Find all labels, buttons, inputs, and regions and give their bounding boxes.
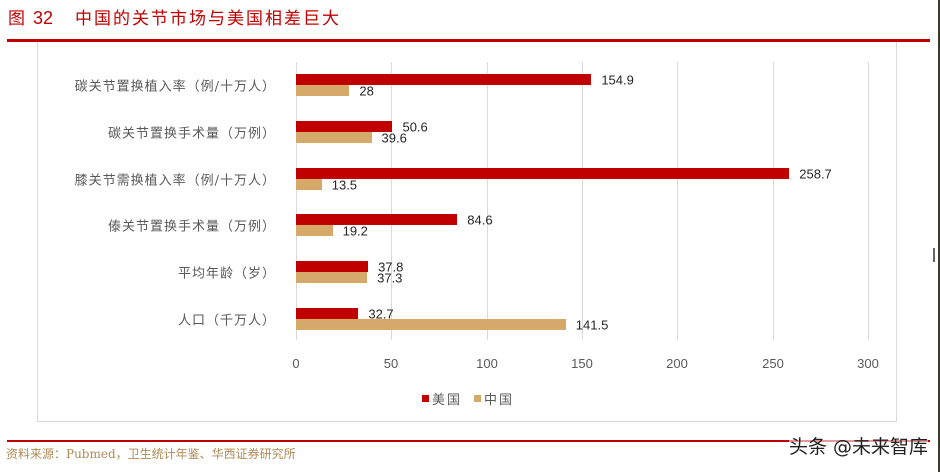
bar-china bbox=[296, 179, 322, 190]
footer-divider bbox=[7, 440, 930, 442]
value-label-china: 13.5 bbox=[331, 177, 358, 192]
value-label-china: 141.5 bbox=[575, 317, 609, 332]
value-label-china: 37.3 bbox=[377, 270, 403, 285]
x-tick: 200 bbox=[666, 356, 688, 371]
value-label-us: 84.6 bbox=[467, 212, 493, 227]
x-tick: 100 bbox=[476, 356, 498, 371]
category-label: 平均年龄（岁） bbox=[177, 266, 276, 282]
bar-us bbox=[296, 261, 369, 272]
title-divider bbox=[7, 39, 930, 42]
bar-china bbox=[296, 85, 350, 96]
gridline-100 bbox=[487, 62, 488, 340]
bar-us bbox=[296, 168, 790, 179]
chart-frame bbox=[37, 42, 897, 422]
gridline-150 bbox=[582, 62, 583, 340]
value-label-china: 19.2 bbox=[342, 223, 368, 238]
bar-china bbox=[296, 272, 368, 283]
gridline-50 bbox=[391, 62, 392, 340]
category-label: 碳关节置换植入率（例/十万人） bbox=[74, 79, 276, 95]
legend-swatch-us-icon bbox=[422, 395, 429, 402]
scrollbar-handle[interactable] bbox=[933, 248, 935, 262]
bar-china bbox=[296, 319, 566, 330]
legend-label-china: 中国 bbox=[484, 393, 515, 408]
category-label: 碳关节置换手术量（万例） bbox=[107, 126, 276, 142]
bar-china bbox=[296, 132, 372, 143]
bar-us bbox=[296, 308, 359, 319]
figure-number: 32 bbox=[33, 8, 54, 28]
figure-title: 中国的关节市场与美国相差巨大 bbox=[75, 9, 342, 29]
bar-us bbox=[296, 121, 393, 132]
value-label-us: 50.6 bbox=[402, 119, 428, 134]
gridline-0 bbox=[296, 62, 297, 340]
gridline-250 bbox=[773, 62, 774, 340]
figure-label: 图 bbox=[8, 9, 27, 29]
legend-label-us: 美国 bbox=[432, 393, 463, 408]
value-label-us: 37.8 bbox=[378, 259, 404, 274]
value-label-us: 32.7 bbox=[368, 306, 394, 321]
x-tick: 150 bbox=[571, 356, 593, 371]
bar-us bbox=[296, 214, 458, 225]
x-tick: 300 bbox=[857, 356, 879, 371]
legend-item-us: 美国 bbox=[422, 389, 462, 408]
gridline-200 bbox=[677, 62, 678, 340]
legend-item-china: 中国 bbox=[474, 389, 514, 408]
watermark: 头条 @未来智库 bbox=[788, 432, 928, 459]
value-label-us: 154.9 bbox=[601, 72, 634, 87]
value-label-china: 39.6 bbox=[381, 130, 407, 145]
chart-legend: 美国 中国 bbox=[422, 389, 520, 408]
x-tick: 50 bbox=[383, 356, 399, 371]
value-label-china: 28 bbox=[359, 83, 374, 98]
category-label: 人口（千万人） bbox=[177, 313, 276, 329]
x-tick: 0 bbox=[292, 356, 300, 371]
value-label-us: 258.7 bbox=[799, 166, 832, 181]
category-label: 膝关节需换植入率（例/十万人） bbox=[74, 173, 276, 189]
bar-us bbox=[296, 74, 592, 85]
category-label: 傣关节置换手术量（万例） bbox=[107, 219, 276, 235]
window-edge bbox=[938, 0, 940, 472]
source-note: 资料来源：Pubmed，卫生统计年鉴、华西证券研究所 bbox=[6, 447, 296, 461]
bar-china bbox=[296, 225, 333, 236]
gridline-300 bbox=[868, 62, 869, 340]
legend-swatch-china-icon bbox=[474, 395, 482, 402]
x-tick: 250 bbox=[762, 356, 784, 371]
chart-title: 图 32 中国的关节市场与美国相差巨大 bbox=[8, 4, 341, 29]
